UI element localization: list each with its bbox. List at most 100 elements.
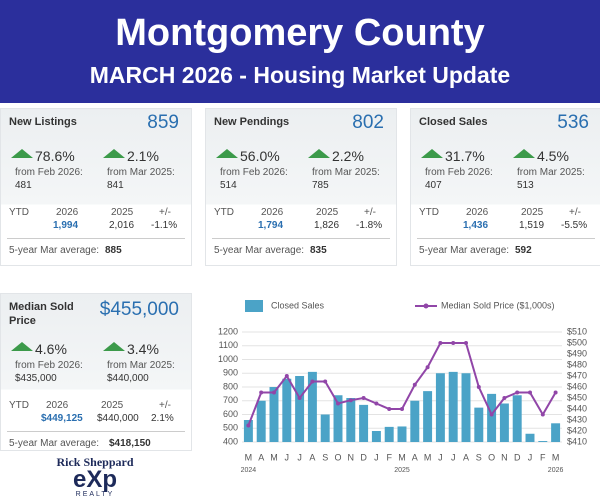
x-tick-label: J xyxy=(451,452,456,462)
x-tick-label: J xyxy=(285,452,290,462)
x-tick-label: A xyxy=(463,452,469,462)
y2-tick-label: $480 xyxy=(567,359,587,369)
up-arrow xyxy=(216,149,238,158)
x-tick-label: S xyxy=(476,452,482,462)
avg-value: 885 xyxy=(105,245,122,256)
ytd-label: YTD xyxy=(214,207,234,218)
x-tick-label: M xyxy=(270,452,278,462)
change-pct: 4.6% xyxy=(35,341,67,357)
stat-card: Median Sold Price $455,000 4.6% from Feb 20… xyxy=(0,293,192,451)
up-arrow xyxy=(421,149,443,158)
bar xyxy=(243,420,253,442)
ytd-label: YTD xyxy=(9,207,29,218)
legend-label: Median Sold Price ($1,000s) xyxy=(441,300,555,310)
change-label: from Feb 2026: xyxy=(425,167,493,178)
bar xyxy=(487,393,497,442)
brand-sub: REALTY xyxy=(75,491,115,498)
ytd-year1: 2026 xyxy=(261,207,284,218)
up-arrow xyxy=(11,149,33,158)
x-tick-label: A xyxy=(309,452,315,462)
change-prev: 514 xyxy=(220,180,237,191)
change-pct: 2.1% xyxy=(127,148,159,164)
change-label: from Mar 2025: xyxy=(312,167,380,178)
ytd-value-1: 1,436 xyxy=(463,220,489,231)
x-tick-label: F xyxy=(386,452,392,462)
ytd-diff-label: +/- xyxy=(364,207,376,218)
ytd-value-1: $449,125 xyxy=(41,413,83,424)
y2-tick-label: $430 xyxy=(567,414,587,424)
separator xyxy=(212,238,390,239)
x-tick-label: N xyxy=(348,452,355,462)
line-point xyxy=(464,341,468,345)
ytd-value-2: 2,016 xyxy=(109,220,135,231)
card-value: 859 xyxy=(147,112,179,133)
year-label: 2026 xyxy=(548,467,564,474)
bar xyxy=(448,371,458,442)
stat-card: New Listings 859 78.6% from Feb 2026: 481 2.1… xyxy=(0,108,192,266)
ytd-year2: 2025 xyxy=(521,207,544,218)
x-tick-label: M xyxy=(552,452,560,462)
change-prev: $440,000 xyxy=(107,373,149,384)
x-tick-label: M xyxy=(398,452,406,462)
bar xyxy=(538,441,548,442)
y-tick-label: 700 xyxy=(223,395,238,405)
line-point xyxy=(438,341,443,345)
header-subtitle: MARCH 2026 - Housing Market Update xyxy=(89,62,511,88)
change-label: from Feb 2026: xyxy=(15,167,83,178)
x-tick-label: A xyxy=(258,452,264,462)
y-tick-label: 400 xyxy=(223,436,238,446)
avg-label: 5-year Mar average: xyxy=(419,245,510,256)
change-prev: $435,000 xyxy=(15,373,57,384)
avg-value: $418,150 xyxy=(109,438,151,449)
avg-label: 5-year Mar average: xyxy=(9,245,100,256)
line-point xyxy=(336,401,340,406)
x-tick-label: J xyxy=(374,452,379,462)
card-title: Closed Sales xyxy=(419,116,488,128)
line-point xyxy=(476,385,481,389)
x-tick-label: M xyxy=(424,452,432,462)
legend-swatch xyxy=(423,303,429,309)
ytd-year2: 2025 xyxy=(111,207,134,218)
legend-swatch xyxy=(245,300,263,312)
card-value: 802 xyxy=(352,112,384,133)
avg-label: 5-year Mar average: xyxy=(214,245,305,256)
bar xyxy=(410,400,420,442)
y2-tick-label: $420 xyxy=(567,425,587,435)
header-title: Montgomery County xyxy=(115,12,485,54)
x-tick-label: F xyxy=(540,452,546,462)
line-point xyxy=(489,412,494,417)
ytd-label: YTD xyxy=(419,207,439,218)
card-title: New Pendings xyxy=(214,116,290,128)
bar xyxy=(525,433,535,442)
change-pct: 2.2% xyxy=(332,148,364,164)
change-prev: 481 xyxy=(15,180,32,191)
ytd-year1: 2026 xyxy=(466,207,489,218)
ytd-diff-label: +/- xyxy=(159,207,171,218)
line-point xyxy=(297,396,302,400)
line-point xyxy=(361,396,366,400)
change-pct: 31.7% xyxy=(445,148,485,164)
line-point xyxy=(528,390,532,395)
ytd-value-1: 1,794 xyxy=(258,220,284,231)
ytd-diff: -5.5% xyxy=(561,220,588,231)
bar xyxy=(295,376,305,442)
change-label: from Feb 2026: xyxy=(15,360,83,371)
y2-tick-label: $450 xyxy=(567,392,587,402)
change-prev: 785 xyxy=(312,180,329,191)
y2-tick-label: $460 xyxy=(567,381,587,391)
legend-label: Closed Sales xyxy=(271,300,325,310)
ytd-diff: 2.1% xyxy=(151,413,174,424)
y-tick-label: 600 xyxy=(223,409,238,419)
bar xyxy=(397,426,407,442)
bar xyxy=(282,378,292,442)
bar xyxy=(346,398,356,442)
bar xyxy=(371,431,381,442)
line xyxy=(247,342,557,426)
y-tick-label: 1200 xyxy=(218,326,238,336)
bar xyxy=(333,395,343,442)
line-point xyxy=(272,390,276,395)
up-arrow xyxy=(11,342,33,351)
x-tick-label: A xyxy=(412,452,418,462)
line-point xyxy=(284,374,289,378)
x-tick-label: D xyxy=(514,452,521,462)
